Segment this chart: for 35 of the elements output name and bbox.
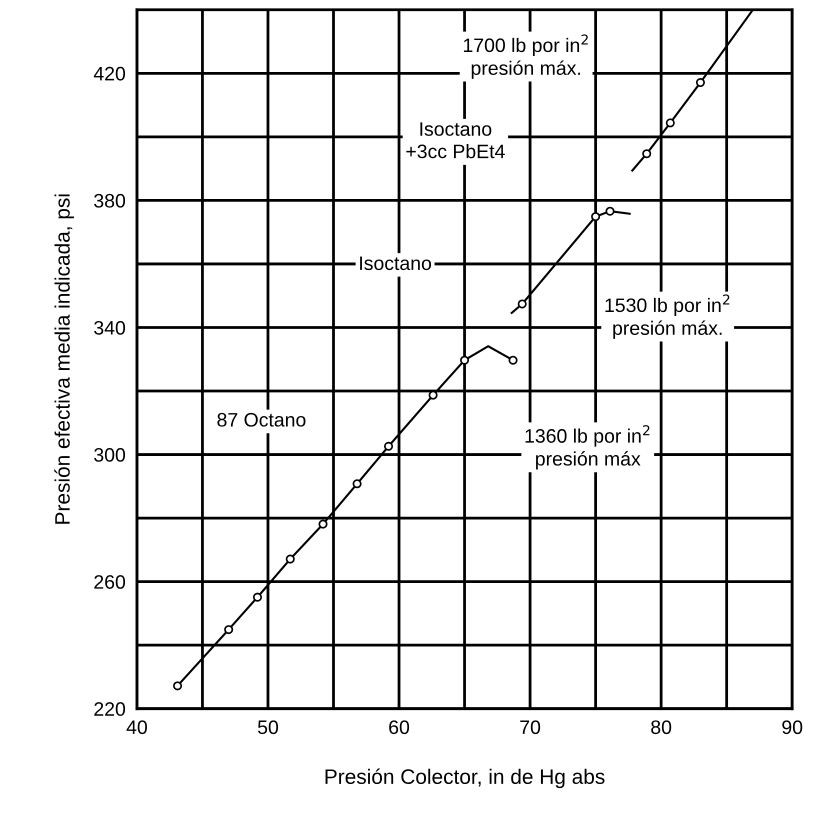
x-tick-label: 80 [651,720,672,734]
y-tick-label: 380 [94,194,126,208]
point [642,149,652,158]
y-tick-label: 340 [94,320,126,335]
x-axis-title: Presión Colector, in de Hg abs [326,768,605,788]
point [508,356,518,365]
x-tick-label: 40 [126,720,147,734]
x-tick-label: 90 [782,720,802,734]
point [696,78,705,88]
annotation: Isoctano [360,256,432,270]
point [384,442,394,451]
y-tick-label: 420 [94,66,126,81]
point [173,681,182,690]
annotation: 1360 lb por in$^{2}$ presión máx [526,425,650,470]
x-tick-label: 70 [520,720,540,734]
point [252,592,262,602]
point [318,520,328,529]
y-tick-label: 260 [94,575,126,589]
y-tick-label: 220 [94,702,126,716]
point [518,299,527,308]
annotation: 1700 lb por in$^{2}$ presión máx. [464,34,588,79]
y-axis-title: Presión efectiva media indicada, psi [54,194,74,524]
point [666,118,675,128]
x-tick-label: 60 [389,720,410,734]
point [224,625,234,634]
point [606,206,615,216]
point [460,356,470,365]
annotation: 87 Octano [217,412,306,427]
annotation: Isoctano +3cc PbEt4 [406,122,505,158]
point [591,212,600,222]
y-tick-label: 300 [94,448,126,462]
point [352,479,362,488]
annotation: 1530 lb por in$^{2}$ presión máx. [605,294,730,339]
x-tick-label: 50 [258,720,278,734]
point [286,554,295,564]
